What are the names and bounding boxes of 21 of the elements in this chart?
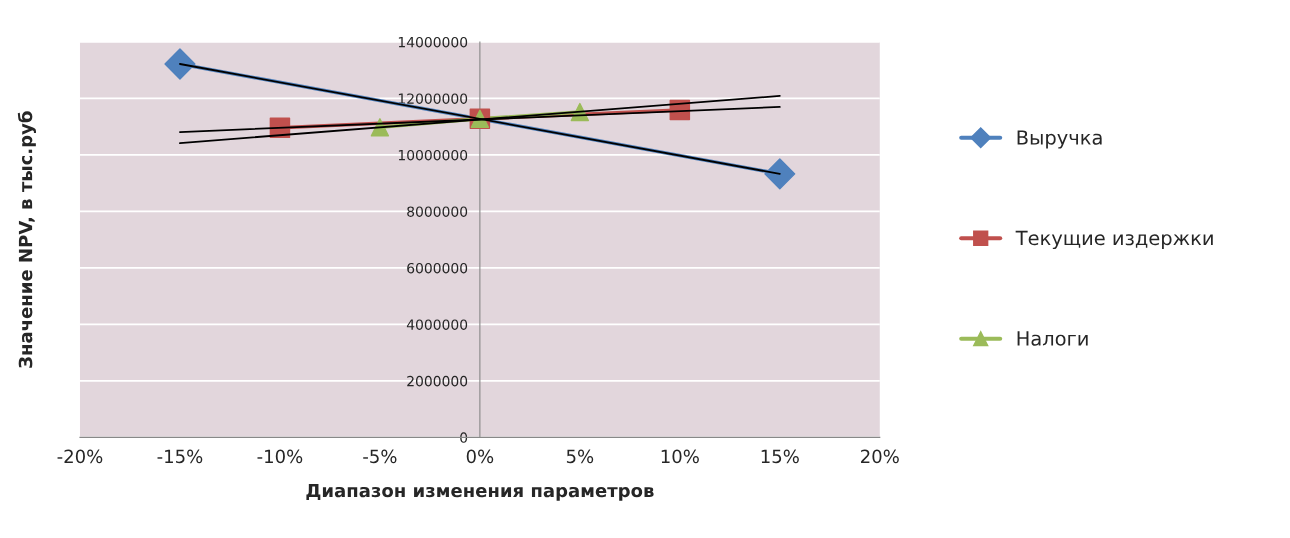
x-tick-label: 20%	[861, 449, 899, 464]
y-tick-label: 4000000	[406, 319, 468, 330]
x-tick-label: 5%	[566, 449, 594, 464]
y-axis-title: Значение NPV, в тыс.руб	[17, 111, 36, 368]
y-tick-label: 2000000	[407, 375, 468, 387]
x-tick-label: -15%	[157, 449, 203, 464]
legend-label: Выручка	[1017, 130, 1102, 149]
y-tick-label: 14000000	[398, 36, 468, 48]
y-tick-label: 10000000	[398, 149, 468, 161]
y-tick-label: 8000000	[407, 206, 468, 217]
x-tick-label: 10%	[661, 449, 699, 464]
x-tick-label: 0%	[466, 449, 494, 464]
y-tick-label: 6000000	[407, 262, 468, 274]
legend-label: Текущие издержки	[1015, 230, 1213, 250]
x-tick-label: -20%	[57, 449, 103, 464]
y-tick-label: 12000000	[398, 93, 468, 104]
x-tick-label: -10%	[257, 449, 303, 464]
x-axis-title: Диапазон изменения параметров	[306, 483, 654, 501]
x-tick-label: -5%	[363, 449, 397, 464]
x-tick-label: 15%	[761, 449, 799, 464]
legend-label: Налоги	[1017, 331, 1088, 346]
